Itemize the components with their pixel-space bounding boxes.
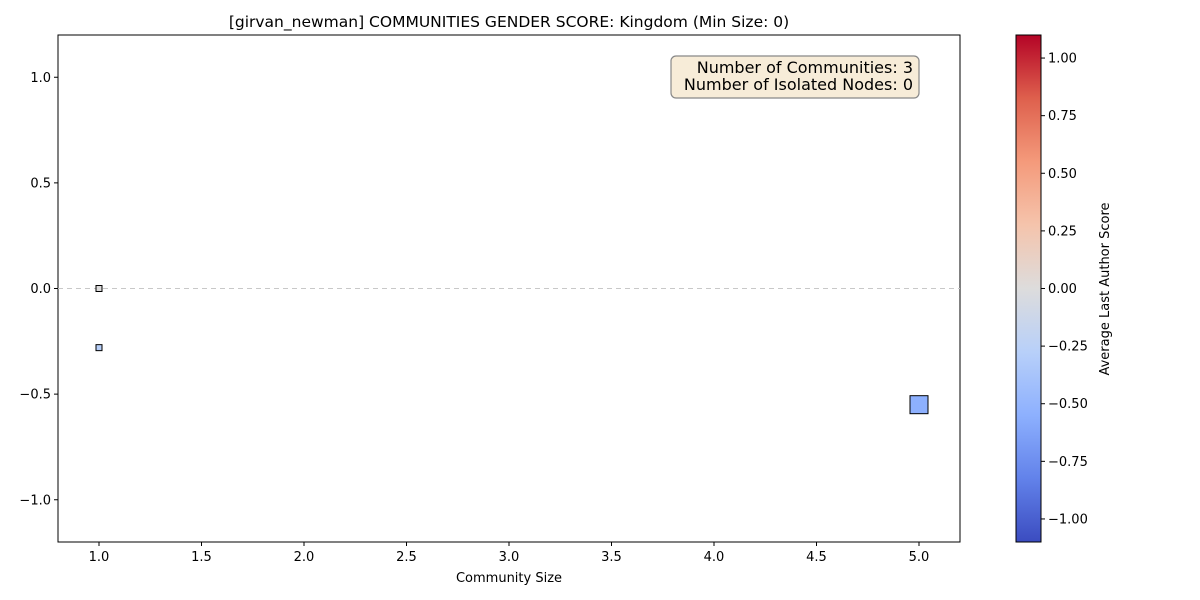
data-point (95, 344, 103, 352)
x-tick-label: 4.0 (704, 550, 725, 565)
x-tick-label: 5.0 (909, 550, 930, 565)
y-tick-label: 0.5 (30, 176, 51, 191)
colorbar-tick-label: 0.75 (1048, 109, 1077, 124)
colorbar-tick-label: −1.00 (1048, 512, 1088, 527)
colorbar-tick-label: −0.75 (1048, 455, 1088, 470)
colorbar-tick-label: 0.00 (1048, 282, 1077, 297)
x-axis-ticks: 1.0 1.5 2.0 2.5 3.0 3.5 4.0 4.5 5.0 (89, 542, 930, 565)
x-tick-label: 4.5 (806, 550, 827, 565)
colorbar-label: Average Last Author Score (1098, 202, 1113, 375)
colorbar: 1.00 0.75 0.50 0.25 0.00 −0.25 −0.50 −0.75 −1.00… (1015, 34, 1113, 543)
colorbar-ticks: 1.00 0.75 0.50 0.25 0.00 −0.25 −0.50 −0.75 −1.00 (1041, 52, 1088, 527)
colorbar-tick-label: 0.25 (1048, 224, 1077, 239)
x-axis-label: Community Size (456, 571, 562, 586)
y-tick-label: −1.0 (19, 493, 51, 508)
y-axis-ticks: 1.0 0.5 0.0 −0.5 −1.0 (19, 71, 58, 508)
colorbar-tick-label: −0.50 (1048, 397, 1088, 412)
colorbar-tick-label: −0.25 (1048, 340, 1088, 355)
x-tick-label: 3.5 (601, 550, 622, 565)
stats-annotation: Number of Communities: 3 Number of Isola… (670, 55, 920, 99)
stats-annotation-box (670, 55, 920, 99)
y-tick-label: 0.0 (30, 282, 51, 297)
colorbar-gradient (1015, 34, 1042, 543)
colorbar-tick-label: 0.50 (1048, 167, 1077, 182)
colorbar-tick-label: 1.00 (1048, 52, 1077, 67)
x-tick-label: 2.5 (396, 550, 417, 565)
x-tick-label: 1.5 (191, 550, 212, 565)
x-tick-label: 3.0 (499, 550, 520, 565)
x-tick-label: 2.0 (294, 550, 315, 565)
annotation-communities: Number of Communities: 3 (697, 58, 913, 77)
annotation-isolated-nodes: Number of Isolated Nodes: 0 (684, 75, 913, 94)
y-tick-label: −0.5 (19, 388, 51, 403)
y-tick-label: 1.0 (30, 71, 51, 86)
x-tick-label: 1.0 (89, 550, 110, 565)
data-point (909, 395, 929, 415)
data-point (95, 285, 103, 292)
chart-title: [girvan_newman] COMMUNITIES GENDER SCORE… (229, 13, 789, 32)
data-points (95, 285, 929, 415)
plot-area: 1.0 1.5 2.0 2.5 3.0 3.5 4.0 4.5 5.0 1.0 0.5 0.0 −0.… (19, 34, 961, 565)
